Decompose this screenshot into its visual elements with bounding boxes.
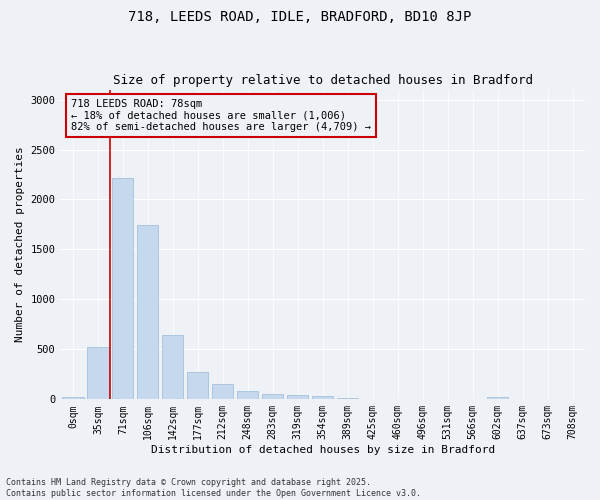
Bar bbox=[212, 384, 233, 400]
Bar bbox=[62, 398, 83, 400]
X-axis label: Distribution of detached houses by size in Bradford: Distribution of detached houses by size … bbox=[151, 445, 495, 455]
Bar bbox=[262, 394, 283, 400]
Bar bbox=[487, 398, 508, 400]
Bar bbox=[87, 348, 109, 400]
Bar bbox=[112, 178, 133, 400]
Bar bbox=[162, 336, 184, 400]
Bar bbox=[237, 392, 259, 400]
Bar bbox=[137, 226, 158, 400]
Bar bbox=[312, 396, 334, 400]
Y-axis label: Number of detached properties: Number of detached properties bbox=[15, 146, 25, 342]
Bar bbox=[337, 398, 358, 400]
Bar bbox=[187, 372, 208, 400]
Text: Contains HM Land Registry data © Crown copyright and database right 2025.
Contai: Contains HM Land Registry data © Crown c… bbox=[6, 478, 421, 498]
Bar bbox=[287, 396, 308, 400]
Text: 718 LEEDS ROAD: 78sqm
← 18% of detached houses are smaller (1,006)
82% of semi-d: 718 LEEDS ROAD: 78sqm ← 18% of detached … bbox=[71, 99, 371, 132]
Title: Size of property relative to detached houses in Bradford: Size of property relative to detached ho… bbox=[113, 74, 533, 87]
Text: 718, LEEDS ROAD, IDLE, BRADFORD, BD10 8JP: 718, LEEDS ROAD, IDLE, BRADFORD, BD10 8J… bbox=[128, 10, 472, 24]
